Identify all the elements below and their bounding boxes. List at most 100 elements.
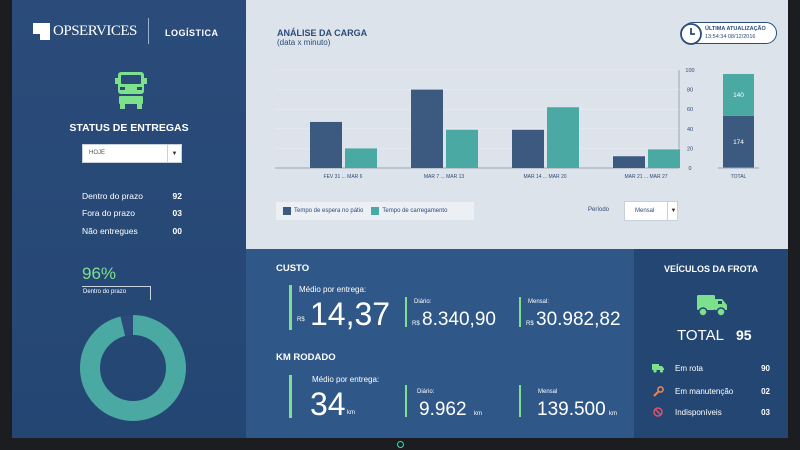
fleet-row-value: 90 [761, 363, 770, 373]
fleet-row-value: 02 [761, 386, 770, 396]
last-update-badge: ÚLTIMA ATUALIZAÇÃO 13:54:34 08/12/2016 [680, 22, 777, 45]
kpi-accent-bar [405, 385, 407, 417]
cost-monthly-currency: R$ [526, 321, 534, 327]
km-daily-label: Diário: [417, 389, 435, 395]
bar [446, 129, 478, 168]
chevron-down-icon[interactable]: ▼ [667, 202, 679, 220]
y-tick-label: 20 [687, 146, 693, 152]
y-tick-label: 60 [687, 107, 693, 113]
prohibited-icon [652, 406, 664, 418]
cost-avg-value: 14,37 [310, 296, 391, 332]
on-time-donut [80, 315, 186, 421]
kpi-accent-bar [289, 285, 292, 330]
legend-swatch [371, 207, 380, 215]
legend-label: Tempo de carregamento [382, 208, 448, 214]
status-filter-select[interactable]: HOJE ▼ [82, 144, 182, 163]
status-row-label: Não entregues [82, 226, 138, 236]
cost-avg-label: Médio por entrega: [299, 285, 367, 294]
km-monthly-label: Mensal [538, 389, 558, 395]
km-monthly-value: 139.500 [537, 399, 606, 420]
logo-mark-text: OP [53, 23, 72, 39]
kpi-panel: CUSTO Médio por entrega: R$ 14,37 Diário… [246, 249, 634, 438]
wrench-icon [652, 385, 664, 397]
cost-daily-label: Diário: [414, 299, 432, 305]
fleet-row-label: Em manutenção [675, 386, 734, 396]
logo-mark-icon [33, 22, 50, 40]
period-select[interactable]: Mensal ▼ [624, 201, 678, 221]
percent-underline-tick [150, 286, 151, 300]
y-tick-label: 40 [687, 127, 693, 133]
km-daily-value: 9.962 [419, 399, 467, 420]
status-row-value: 00 [172, 226, 182, 236]
kpi-accent-bar [519, 385, 521, 417]
status-title: STATUS DE ENTREGAS [69, 122, 189, 134]
brand-logo: OPSERVICES [33, 22, 137, 40]
status-row-undelivered: Não entregues 00 [82, 226, 182, 236]
fleet-total-value: 95 [735, 327, 752, 343]
x-tick-label: TOTAL [731, 174, 747, 180]
status-row-label: Dentro do prazo [82, 191, 143, 201]
cost-title: CUSTO [276, 263, 310, 274]
data-label: 174 [733, 139, 744, 146]
bar-total-load [723, 74, 754, 116]
status-filter-value: HOJE [89, 150, 106, 156]
bar [648, 149, 680, 168]
kpi-accent-bar [405, 297, 407, 327]
truck-icon [115, 72, 147, 109]
fleet-row-label: Em rota [675, 363, 704, 373]
bar [345, 148, 377, 168]
fleet-total-label: TOTAL [677, 327, 724, 344]
period-label: Período [588, 207, 610, 213]
bar [613, 156, 645, 168]
cost-avg-currency: R$ [297, 317, 305, 323]
kpi-accent-bar [519, 297, 521, 327]
status-row-late: Fora do prazo 03 [82, 208, 182, 218]
km-monthly-unit: km [609, 411, 617, 417]
kpi-accent-bar [289, 375, 292, 418]
chevron-down-icon[interactable]: ▼ [167, 145, 181, 162]
km-avg-label: Médio por entrega: [312, 375, 380, 384]
cost-monthly-label: Mensal: [528, 299, 550, 305]
logo-text: SERVICES [71, 23, 137, 39]
status-row-label: Fora do prazo [82, 208, 135, 218]
fleet-row-value: 03 [761, 407, 770, 417]
status-row-on-time: Dentro do prazo 92 [82, 191, 182, 201]
percent-underline [82, 286, 150, 287]
left-panel: OPSERVICES LOGÍSTICA STATUS DE ENTREGAS … [12, 0, 246, 438]
fleet-row-unavailable: Indisponíveis 03 [652, 406, 770, 418]
cost-daily-currency: R$ [412, 321, 420, 327]
status-row-value: 92 [172, 191, 182, 201]
clock-icon [680, 23, 702, 45]
x-tick-label: MAR 14 ... MAR 20 [523, 174, 566, 180]
km-avg-unit: km [347, 410, 355, 416]
bar [310, 121, 342, 168]
km-avg-value: 34 [310, 386, 346, 422]
truck-icon [697, 295, 727, 317]
legend-item-load: Tempo de carregamento [371, 207, 447, 215]
cost-daily-value: 8.340,90 [422, 309, 496, 330]
legend-swatch [283, 207, 291, 215]
load-subtitle: (data x minuto) [277, 38, 331, 47]
last-update-value: 13:54:34 08/12/2016 [705, 34, 756, 40]
x-tick-label: FEV 31 ... MAR 6 [324, 174, 363, 180]
load-title: ANÁLISE DA CARGA [277, 28, 368, 38]
module-title: LOGÍSTICA [165, 28, 219, 38]
brand-divider [148, 18, 149, 44]
data-label: 140 [733, 92, 744, 99]
last-update-title: ÚLTIMA ATUALIZAÇÃO [705, 26, 766, 32]
y-tick-label: 0 [688, 166, 691, 172]
status-row-value: 03 [172, 208, 182, 218]
bar [547, 107, 579, 168]
chart-legend: Tempo de espera no pátio Tempo de carreg… [276, 202, 474, 220]
load-analysis-panel: ANÁLISE DA CARGA (data x minuto) ÚLTIMA … [246, 0, 788, 249]
y-tick-label: 100 [685, 68, 694, 74]
km-title: KM RODADO [276, 352, 336, 363]
fleet-row-label: Indisponíveis [675, 407, 722, 417]
fleet-row-on-route: Em rota 90 [652, 362, 770, 374]
dashboard-screen: OPSERVICES LOGÍSTICA STATUS DE ENTREGAS … [12, 0, 788, 438]
on-time-percent-label: Dentro do prazo [83, 289, 127, 295]
on-time-percent: 96% [82, 264, 117, 283]
fleet-panel: VEÍCULOS DA FROTA TOTAL 95 Em rota 90 [634, 249, 788, 438]
truck-icon [652, 362, 664, 374]
legend-label: Tempo de espera no pátio [294, 208, 364, 214]
